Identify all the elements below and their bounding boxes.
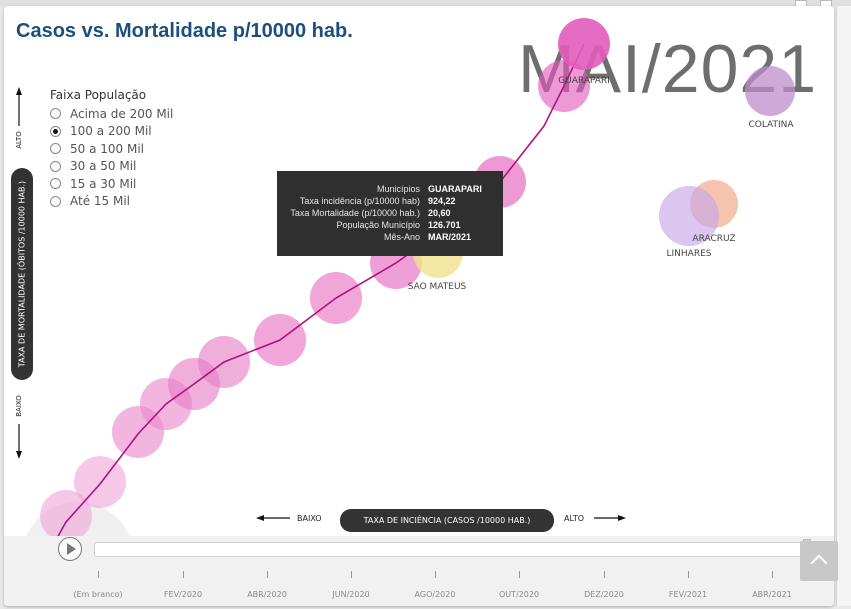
tooltip-value: 20,60 [428,208,451,218]
x-high-label: ALTO [564,514,585,523]
legend-item-label: 30 a 50 Mil [70,159,137,174]
timeline-tick [267,571,268,578]
timeline-label[interactable]: (Em branco) [73,590,123,599]
timeline-label[interactable]: ABR/2021 [752,590,792,599]
radio-icon[interactable] [50,108,61,120]
x-axis-title-pill: TAXA DE INCIÊNCIA (CASOS /10000 HAB.) [340,509,554,532]
x-right-arrowhead [618,515,626,521]
timeline-label[interactable]: AGO/2020 [414,590,456,599]
right-edge-strip [836,6,851,606]
tooltip-value: MAR/2021 [428,232,472,242]
tooltip-row: Taxa incidência (p/10000 hab) 924,22 [277,195,503,207]
legend-item-label: 100 a 200 Mil [70,124,152,139]
legend-item-label: 50 a 100 Mil [70,141,144,156]
tooltip-label: População Município [336,220,420,230]
radio-icon[interactable] [50,160,61,172]
legend-item-30-50[interactable]: 30 a 50 Mil [50,158,173,176]
timeline-label[interactable]: DEZ/2020 [584,590,624,599]
timeline-tick [98,571,99,578]
tooltip-label: Taxa Mortalidade (p/10000 hab.) [290,208,420,218]
tooltip-value: 126.701 [428,220,461,230]
y-axis-title-pill: TAXA DE MORTALIDADE (ÓBITOS /10000 HAB.) [11,168,33,380]
timeline-tick [519,571,520,578]
timeline-label[interactable]: FEV/2020 [163,590,203,599]
legend-item-label: Acima de 200 Mil [70,106,174,121]
label-sao-mateus: SAO MATEUS [408,282,467,292]
radio-checked-icon[interactable] [50,125,61,137]
tooltip-row: Mês-Ano MAR/2021 [277,231,503,243]
data-tooltip: Municípios GUARAPARI Taxa incidência (p/1… [277,171,503,256]
tooltip-row: População Município 126.701 [277,219,503,231]
play-button[interactable] [58,537,82,561]
timeline-tick [183,571,184,578]
label-aracruz: ARACRUZ [692,234,735,244]
radio-icon[interactable] [50,195,61,207]
legend-item-ate-15[interactable]: Até 15 Mil [50,193,173,211]
tooltip-value: 924,22 [428,196,456,206]
timeline-label[interactable]: FEV/2021 [668,590,708,599]
trail-bubble [40,490,92,542]
y-up-arrowhead [16,87,22,95]
timeline-label[interactable]: JUN/2020 [332,590,370,599]
x-low-label: BAIXO [297,514,322,523]
y-down-arrowhead [16,451,22,459]
tooltip-label: Municípios [376,184,420,194]
tooltip-value: GUARAPARI [428,184,482,194]
chart-title: Casos vs. Mortalidade p/10000 hab. [16,20,353,42]
legend-item-100-200[interactable]: 100 a 200 Mil [50,123,173,141]
timeline-tick [604,571,605,578]
legend-item-acima-200[interactable]: Acima de 200 Mil [50,105,173,123]
timeline-tick [351,571,352,578]
chart-card: Casos vs. Mortalidade p/10000 hab. MAI/2… [4,6,834,606]
legend-title: Faixa População [50,88,147,102]
legend-item-label: Até 15 Mil [70,194,131,209]
timeline-tick [435,571,436,578]
label-colatina: COLATINA [748,120,794,130]
bubble-colatina [745,66,795,116]
timeline-label[interactable]: ABR/2020 [247,590,287,599]
tooltip-label: Taxa incidência (p/10000 hab) [299,196,420,206]
legend-item-50-100[interactable]: 50 a 100 Mil [50,140,173,158]
timeline-track[interactable] [94,542,808,557]
tooltip-row: Taxa Mortalidade (p/10000 hab.) 20,60 [277,207,503,219]
legend-item-label: 15 a 30 Mil [70,176,137,191]
bubble-linhares [659,186,719,246]
timeline-tick [688,571,689,578]
scroll-to-top-button[interactable] [800,541,838,581]
timeline-label[interactable]: OUT/2020 [498,590,540,599]
legend-item-15-30[interactable]: 15 a 30 Mil [50,175,173,193]
radio-icon[interactable] [50,178,61,190]
scatter-plot: GUARAPARI COLATINA ARACRUZ LINHARES SAO … [40,18,795,542]
label-linhares: LINHARES [667,249,712,259]
axis-arrows [16,87,626,521]
x-left-arrowhead [256,515,264,521]
tooltip-row: Municípios GUARAPARI [277,183,503,195]
radio-icon[interactable] [50,143,61,155]
trail-line [55,43,585,541]
label-guarapari: GUARAPARI [558,76,610,86]
x-axis-title: TAXA DE INCIÊNCIA (CASOS /10000 HAB.) [363,516,531,525]
population-legend: Faixa População Acima de 200 Mil 100 a 2… [50,88,173,210]
bubble-guarapari [558,18,610,70]
trail-bubble [74,456,126,508]
trail-bubbles [40,60,590,542]
tooltip-label: Mês-Ano [383,232,420,242]
timeline-tick [772,571,773,578]
